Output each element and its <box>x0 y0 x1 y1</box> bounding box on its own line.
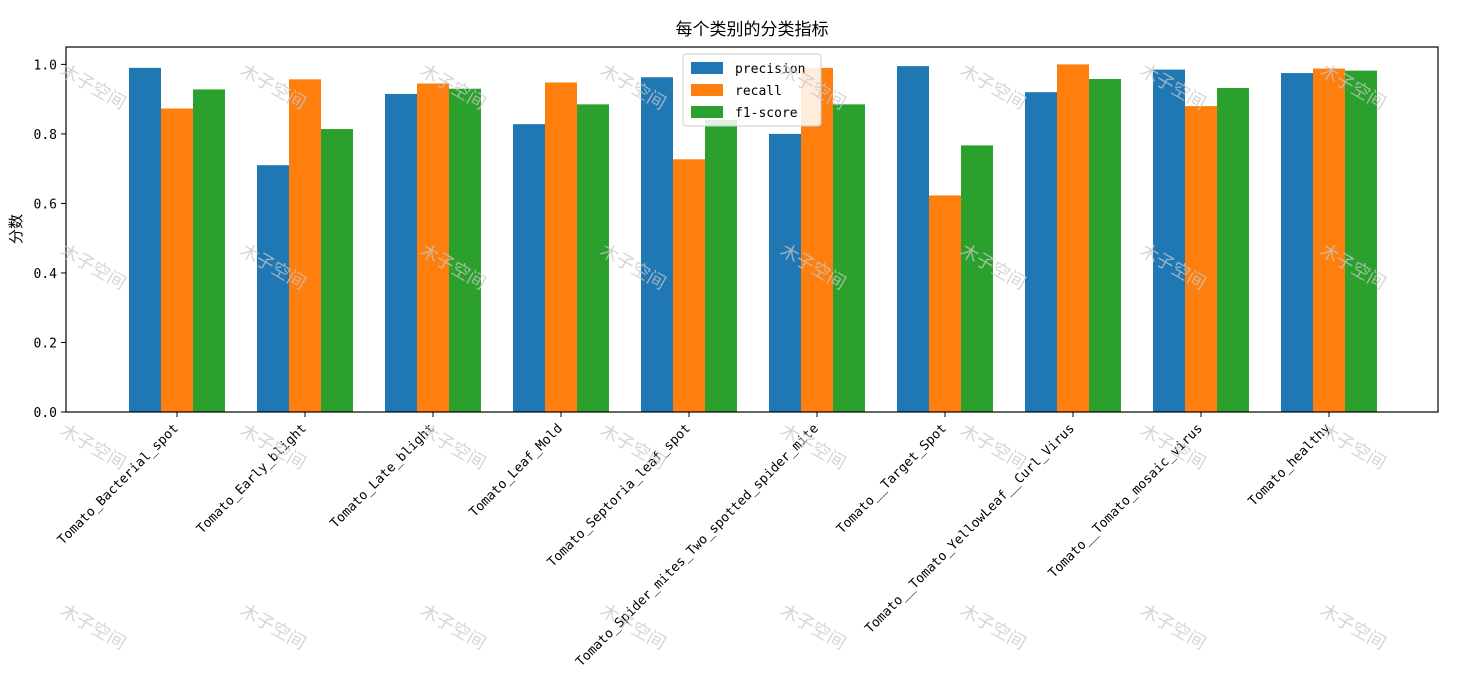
legend-label-f1-score: f1-score <box>735 106 798 121</box>
y-tick-label: 1.0 <box>34 58 57 73</box>
bar-f1-score-3 <box>577 104 609 412</box>
x-tick-label: Tomato_Leaf_Mold <box>467 421 566 520</box>
bar-f1-score-8 <box>1217 88 1249 413</box>
legend-swatch-f1-score <box>691 106 723 118</box>
bar-recall-6 <box>929 195 961 412</box>
plot-frame <box>65 46 1439 413</box>
bar-f1-score-9 <box>1345 70 1377 412</box>
bar-precision-2 <box>385 93 417 412</box>
watermark-text: 木子空间 <box>956 600 1029 654</box>
bar-recall-7 <box>1057 64 1089 412</box>
bar-precision-9 <box>1281 73 1313 413</box>
bar-precision-8 <box>1153 69 1185 412</box>
bar-f1-score-4 <box>705 120 737 412</box>
bar-f1-score-2 <box>449 88 481 412</box>
bar-precision-6 <box>897 66 929 412</box>
x-tick-label: Tomato__Target_Spot <box>834 421 950 537</box>
bar-recall-9 <box>1313 68 1345 413</box>
y-tick-label: 0.0 <box>34 406 57 421</box>
watermark-text: 木子空间 <box>236 600 309 654</box>
bar-recall-3 <box>545 82 577 412</box>
watermark-text: 木子空间 <box>56 60 129 114</box>
watermark-text: 木子空间 <box>776 600 849 654</box>
bar-f1-score-7 <box>1089 78 1121 412</box>
watermark-text: 木子空间 <box>1316 600 1389 654</box>
watermark-text: 木子空间 <box>56 420 129 474</box>
legend-swatch-recall <box>691 84 723 96</box>
watermark-text: 木子空间 <box>56 600 129 654</box>
legend-label-recall: recall <box>735 84 782 99</box>
watermark-text: 木子空间 <box>416 600 489 654</box>
bar-f1-score-1 <box>321 129 353 413</box>
bar-f1-score-6 <box>961 145 993 412</box>
watermark-text: 木子空间 <box>956 60 1029 114</box>
bar-precision-5 <box>769 133 801 412</box>
bar-f1-score-5 <box>833 104 865 412</box>
legend: precision recall f1-score <box>682 53 822 127</box>
x-tick-label: Tomato_Spider_mites_Two_spotted_spider_m… <box>573 421 822 670</box>
bar-f1-score-0 <box>193 89 225 413</box>
y-tick-label: 0.8 <box>34 128 57 143</box>
watermark-text: 木子空间 <box>56 240 129 294</box>
bars-group <box>129 64 1377 413</box>
watermark-text: 木子空间 <box>1136 600 1209 654</box>
chart-title: 每个类别的分类指标 <box>676 20 829 40</box>
legend-swatch-precision <box>691 62 723 74</box>
bar-recall-4 <box>673 159 705 412</box>
bar-recall-8 <box>1185 106 1217 412</box>
bar-precision-7 <box>1025 92 1057 412</box>
y-tick-label: 0.6 <box>34 197 57 212</box>
bar-precision-4 <box>641 77 673 412</box>
bar-precision-1 <box>257 165 289 412</box>
legend-label-precision: precision <box>735 62 805 77</box>
watermark-text: 木子空间 <box>956 420 1029 474</box>
y-axis-label: 分数 <box>7 214 25 244</box>
y-tick-label: 0.4 <box>34 267 58 282</box>
bar-precision-0 <box>129 67 161 412</box>
y-tick-label: 0.2 <box>34 336 57 351</box>
bar-precision-3 <box>513 124 545 413</box>
bar-recall-1 <box>289 79 321 412</box>
watermark-text: 木子空间 <box>1316 420 1389 474</box>
bar-recall-0 <box>161 108 193 413</box>
bar-recall-2 <box>417 83 449 412</box>
watermark-text: 木子空间 <box>416 420 489 474</box>
